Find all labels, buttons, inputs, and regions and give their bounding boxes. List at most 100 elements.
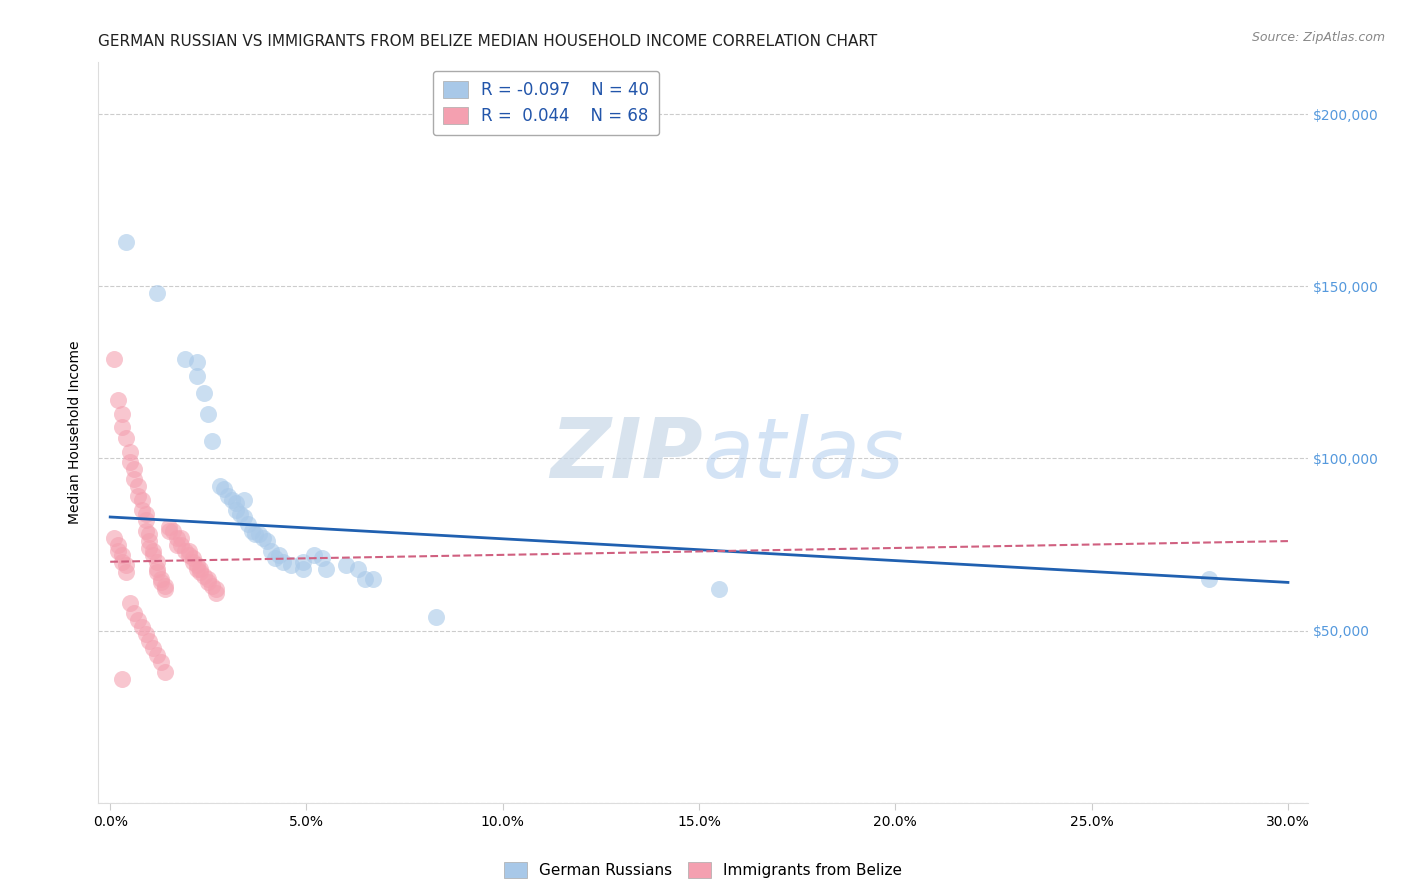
Point <box>135 524 157 538</box>
Text: GERMAN RUSSIAN VS IMMIGRANTS FROM BELIZE MEDIAN HOUSEHOLD INCOME CORRELATION CHA: GERMAN RUSSIAN VS IMMIGRANTS FROM BELIZE… <box>98 34 877 49</box>
Point <box>186 368 208 383</box>
Point <box>267 548 290 562</box>
Point <box>107 392 129 407</box>
Text: atlas: atlas <box>703 414 904 495</box>
Point <box>131 492 153 507</box>
Point <box>118 444 141 458</box>
Point <box>142 640 165 655</box>
Point <box>205 582 228 597</box>
Point <box>115 565 138 579</box>
Point <box>177 548 200 562</box>
Point <box>197 572 219 586</box>
Point <box>157 520 180 534</box>
Point <box>236 516 259 531</box>
Point <box>142 548 165 562</box>
Point <box>193 386 215 401</box>
Point <box>170 537 193 551</box>
Point <box>135 513 157 527</box>
Point <box>181 555 204 569</box>
Point <box>115 558 138 573</box>
Point <box>131 503 153 517</box>
Point <box>153 665 176 679</box>
Point <box>354 572 377 586</box>
Point <box>186 561 208 575</box>
Point <box>166 531 188 545</box>
Point <box>260 544 283 558</box>
Point <box>201 579 224 593</box>
Point <box>153 579 176 593</box>
Point <box>212 483 235 497</box>
Text: ZIP: ZIP <box>550 414 703 495</box>
Point <box>115 431 138 445</box>
Point <box>232 510 254 524</box>
Point <box>221 492 243 507</box>
Legend: R = -0.097    N = 40, R =  0.044    N = 68: R = -0.097 N = 40, R = 0.044 N = 68 <box>433 70 659 136</box>
Point <box>157 524 180 538</box>
Text: Source: ZipAtlas.com: Source: ZipAtlas.com <box>1251 31 1385 45</box>
Point <box>122 472 145 486</box>
Point <box>138 527 160 541</box>
Point <box>425 610 447 624</box>
Point <box>107 544 129 558</box>
Point <box>225 496 247 510</box>
Point <box>118 596 141 610</box>
Point <box>190 565 212 579</box>
Point <box>131 620 153 634</box>
Point <box>150 655 173 669</box>
Point <box>146 648 169 662</box>
Point <box>205 586 228 600</box>
Point <box>209 479 232 493</box>
Point <box>256 534 278 549</box>
Point <box>138 534 160 549</box>
Point <box>181 551 204 566</box>
Point <box>138 541 160 555</box>
Point <box>193 568 215 582</box>
Point <box>170 531 193 545</box>
Point <box>138 634 160 648</box>
Point <box>107 537 129 551</box>
Point <box>264 551 287 566</box>
Point <box>111 548 134 562</box>
Legend: German Russians, Immigrants from Belize: German Russians, Immigrants from Belize <box>498 856 908 884</box>
Point <box>146 555 169 569</box>
Point <box>103 351 125 366</box>
Point <box>197 575 219 590</box>
Point <box>335 558 357 573</box>
Point <box>173 544 195 558</box>
Point <box>162 524 184 538</box>
Point <box>304 548 326 562</box>
Point <box>291 555 314 569</box>
Point <box>271 555 294 569</box>
Point <box>217 489 239 503</box>
Point <box>146 565 169 579</box>
Point <box>146 561 169 575</box>
Point <box>173 351 195 366</box>
Point <box>201 434 224 449</box>
Point <box>245 527 267 541</box>
Point <box>150 572 173 586</box>
Point <box>118 455 141 469</box>
Point <box>240 524 263 538</box>
Point <box>1198 572 1220 586</box>
Point <box>252 531 274 545</box>
Point <box>146 286 169 301</box>
Point <box>225 503 247 517</box>
Point <box>122 607 145 621</box>
Point <box>111 672 134 686</box>
Point <box>247 527 270 541</box>
Point <box>153 582 176 597</box>
Point <box>232 492 254 507</box>
Point <box>135 627 157 641</box>
Point <box>280 558 302 573</box>
Point <box>127 489 149 503</box>
Point <box>115 235 138 249</box>
Point <box>346 561 368 575</box>
Point <box>177 544 200 558</box>
Point <box>150 575 173 590</box>
Point <box>229 507 252 521</box>
Point <box>311 551 333 566</box>
Point <box>103 531 125 545</box>
Point <box>127 613 149 627</box>
Point <box>190 561 212 575</box>
Point <box>111 555 134 569</box>
